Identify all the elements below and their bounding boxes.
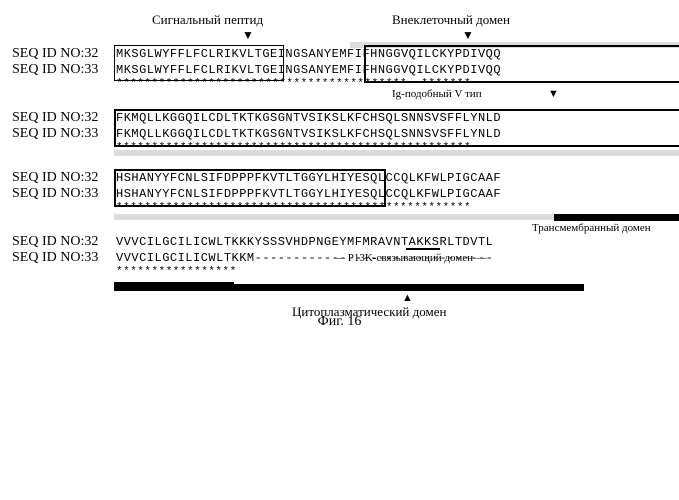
- seq-id-32: SEQ ID NO:32: [12, 170, 116, 186]
- seq-id-33: SEQ ID NO:33: [12, 62, 116, 78]
- cyto-arrow-icon: ▲: [402, 292, 413, 304]
- consensus-line-3: ****************************************…: [116, 202, 667, 214]
- seq32-line-2: FKMQLLKGGQILCDLTKTKGSGNTVSIKSLKFCHSQLSNN…: [116, 110, 501, 126]
- domain-header-labels: Сигнальный пептид ▼ Внеклеточный домен ▼: [12, 12, 667, 46]
- seq32-line-3: HSHANYYFCNLSIFDPPPFKVTLTGGYLHIYESQLCCQLK…: [116, 170, 501, 186]
- alignment-block-4: SEQ ID NO:32 VVVCILGCILICWLTKKKYSSSVHDPN…: [12, 234, 667, 278]
- seq-id-33: SEQ ID NO:33: [12, 250, 116, 266]
- seq33-line-2: FKMQLLKGGQILCDLTKTKGSGNTVSIKSLKFCHSQLSNN…: [116, 126, 501, 142]
- seq32-line-4: VVVCILGCILICWLTKKKYSSSVHDPNGEYMFMRAVNTAK…: [116, 234, 493, 250]
- seq-id-32: SEQ ID NO:32: [12, 234, 116, 250]
- alignment-block-2: SEQ ID NO:32 FKMQLLKGGQILCDLTKTKGSGNTVSI…: [12, 110, 667, 154]
- seq-id-33: SEQ ID NO:33: [12, 186, 116, 202]
- ig-like-annotation: Ig-подобный V тип: [392, 88, 482, 100]
- seq-id-32: SEQ ID NO:32: [12, 46, 116, 62]
- consensus-line-2: ****************************************…: [116, 142, 667, 154]
- alignment-block-3: SEQ ID NO:32 HSHANYYFCNLSIFDPPPFKVTLTGGY…: [12, 170, 667, 214]
- seq33-line-3: HSHANYYFCNLSIFDPPPFKVTLTGGYLHIYESQLCCQLK…: [116, 186, 501, 202]
- extracellular-label: Внеклеточный домен: [392, 12, 510, 28]
- signal-peptide-arrow-icon: ▼: [242, 28, 254, 43]
- cyto-annotation: Цитоплазматический домен: [292, 304, 446, 320]
- seq-id-33: SEQ ID NO:33: [12, 126, 116, 142]
- seq33-line-1: MKSGLWYFFLFCLRIKVLTGEINGSANYEMFIFHNGGVQI…: [116, 62, 501, 78]
- pi3k-annotation: — P13K-связывающий домен —: [334, 252, 487, 264]
- tm-annotation: Трансмембранный домен: [532, 222, 651, 234]
- ig-like-arrow-icon: ▼: [548, 88, 559, 100]
- alignment-block-1: SEQ ID NO:32 MKSGLWYFFLFCLRIKVLTGEINGSAN…: [12, 46, 667, 90]
- seq32-line-1: MKSGLWYFFLFCLRIKVLTGEINGSANYEMFIFHNGGVQI…: [116, 46, 501, 62]
- seq-id-32: SEQ ID NO:32: [12, 110, 116, 126]
- signal-peptide-label: Сигнальный пептид: [152, 12, 263, 28]
- extracellular-arrow-icon: ▼: [462, 28, 474, 43]
- consensus-line-4: *****************: [116, 266, 667, 278]
